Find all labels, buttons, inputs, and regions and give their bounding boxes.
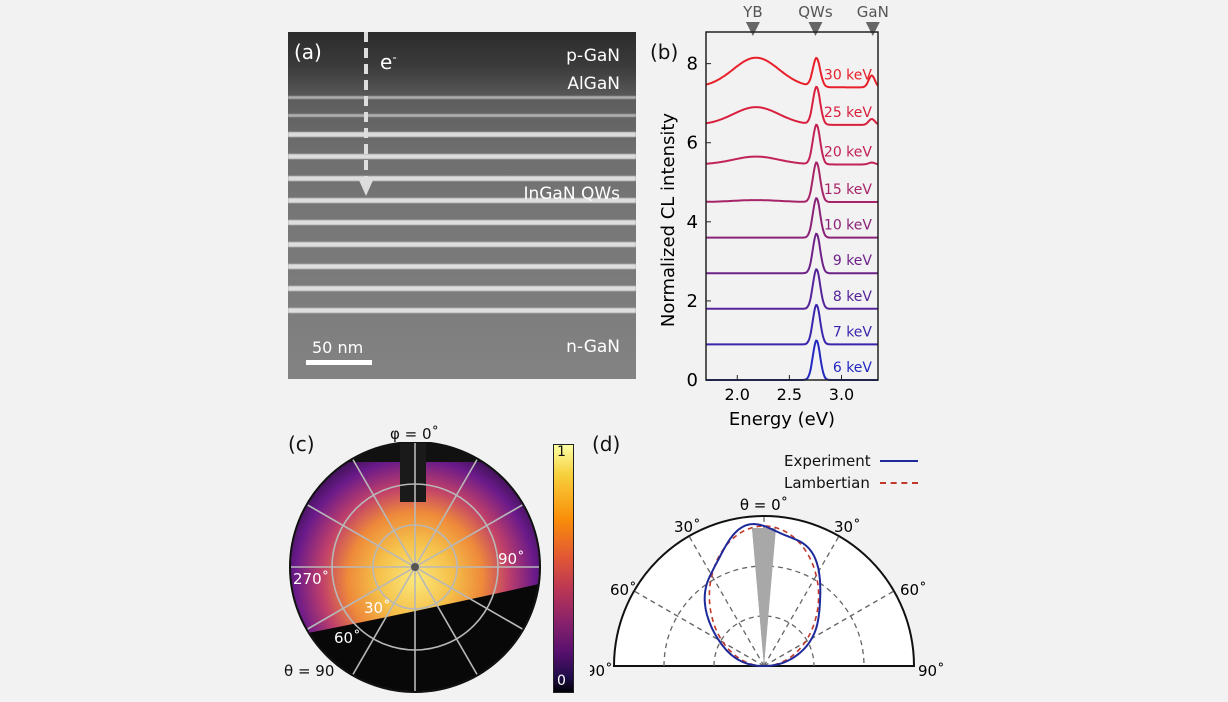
angle-label-90-left: 90˚ [590,662,613,680]
spectrum-series [706,232,878,275]
panel-d-polar-chart: θ = 0˚ 30˚ 30˚ 60˚ 60˚ 90˚ 90˚ [590,496,945,680]
panel-b-label: (b) [650,40,679,64]
colorbar-tick-min: 0 [557,673,566,689]
theta-label: θ = 90˚ [284,662,342,680]
qw-line [288,132,636,137]
spectrum-series [706,196,878,239]
qw-line [288,114,636,117]
layer-label-algan: AlGaN [567,74,620,94]
electron-arrow-head [358,178,374,196]
x-tick-label: 3.0 [829,385,854,404]
energy-marker-label: QWs [798,3,833,21]
series-label: 15 keV [824,182,872,198]
polar-grid-spoke [763,590,895,667]
qw-line [288,154,636,159]
panel-c-angular-map: 90˚ 270˚ 30˚ 60˚ [289,442,541,693]
series-label: 6 keV [833,360,873,376]
energy-marker-arrow [745,22,760,36]
angle-label-90: 90˚ [498,550,525,568]
spectrum-series [706,268,878,310]
electron-label: e- [380,50,397,74]
theta0-cone-shade [752,528,776,666]
spectrum-series [706,303,878,346]
energy-marker-arrow [865,22,880,36]
electron-arrow [364,32,368,182]
series-label: 25 keV [824,105,872,121]
energy-marker-label: GaN [857,3,889,21]
polar-grid-arc [713,615,815,667]
panel-b-spectra-chart: YB QWs GaN 30 keV 25 keV 20 keV 15 keV 10 keV 9… [658,3,889,430]
angular-map-border [289,442,541,693]
layer-label-ingan-qws: InGaN QWs [523,184,620,204]
angle-label-60-right: 60˚ [900,581,927,599]
colorbar [553,444,574,693]
legend-line-experiment [880,460,918,462]
series-label: 30 keV [824,67,872,83]
y-tick-label: 4 [687,212,698,233]
x-axis-label: Energy (eV) [729,409,835,430]
legend-item-experiment: Experiment [784,450,918,472]
y-tick-label: 2 [687,291,698,312]
y-axis-label: Normalized CL intensity [658,113,679,328]
experiment-curve [703,522,822,667]
panel-c-label: (c) [288,432,315,456]
series-label: 8 keV [833,289,873,305]
energy-marker-label: YB [742,3,762,21]
series-label: 20 keV [824,144,872,160]
angle-label-270: 270˚ [293,570,329,588]
qw-line [288,286,636,291]
y-tick-label: 8 [687,54,698,75]
x-tick-label: 2.0 [725,385,750,404]
spectrum-series [705,56,879,89]
angle-label-30-right: 30˚ [834,518,861,536]
y-tick-label: 0 [687,370,698,391]
legend-item-lambertian: Lambertian [784,472,918,494]
phi-label: φ = 0˚ [390,425,440,443]
layer-label-n-gan: n-GaN [566,337,620,357]
angle-label-90-right: 90˚ [918,662,945,680]
polar-grid-spoke [763,535,840,667]
angular-map-top-notch [400,442,426,502]
polar-grid-spoke [633,590,765,667]
angle-label-60-left: 60˚ [610,581,637,599]
theta0-label: θ = 0˚ [740,496,788,514]
legend-line-lambertian [880,482,918,484]
spectrum-series [705,85,879,126]
series-label: 10 keV [824,218,872,234]
layer-label-p-gan: p-GaN [566,46,620,66]
qw-line [288,198,636,203]
qw-line [288,242,636,247]
qw-line [288,176,636,181]
qw-line [288,220,636,225]
plot-frame [705,31,879,381]
spectrum-series [706,123,879,166]
scale-bar [306,360,372,365]
panel-d-label: (d) [592,432,621,456]
angle-label-60: 60˚ [334,629,361,647]
y-tick-label: 6 [687,133,698,154]
series-label: 9 keV [833,253,873,269]
polar-grid-spoke [688,535,765,667]
panel-a-stem-image: e- p-GaN AlGaN InGaN QWs n-GaN 50 nm [288,32,636,379]
qw-line [288,96,636,99]
scale-bar-label: 50 nm [312,338,364,357]
qw-line [288,264,636,269]
legend: Experiment Lambertian [784,450,918,494]
colorbar-tick-max: 1 [557,444,566,460]
polar-center [411,563,419,571]
angle-label-30-left: 30˚ [674,518,701,536]
panel-a-label: (a) [294,40,322,64]
series-label: 7 keV [833,324,873,340]
x-tick-label: 2.5 [777,385,802,404]
angle-label-30: 30˚ [364,599,391,617]
energy-marker-arrow [808,22,823,36]
spectrum-series [705,161,878,203]
qw-line [288,308,636,313]
